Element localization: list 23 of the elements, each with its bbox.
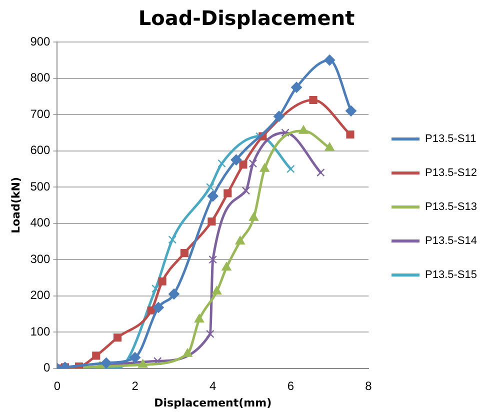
y-tick-label: 900 [30,34,51,48]
y-tick-label: 600 [30,143,51,158]
chart-title: Load-Displacement [138,6,356,30]
legend-label: P13.5-S11 [425,133,476,146]
legend-label: P13.5-S15 [425,269,478,282]
x-tick-label: 0 [54,378,61,393]
x-tick-label: 4 [210,378,217,393]
legend-label: P13.5-S12 [425,167,478,180]
y-axis-title: Load(kN) [9,176,22,234]
x-tick-label: 2 [132,378,139,393]
legend-label: P13.5-S14 [425,235,478,248]
x-axis-title: Displacement(mm) [154,396,272,410]
y-tick-label: 800 [30,70,51,85]
y-tick-label: 100 [30,324,51,338]
y-tick-label: 0 [44,360,51,375]
y-tick-label: 500 [30,179,51,194]
x-tick-label: 8 [365,378,372,393]
x-tick-label: 6 [287,378,294,393]
legend-label: P13.5-S13 [425,201,478,214]
y-tick-label: 400 [30,216,51,230]
y-tick-label: 200 [30,288,51,302]
y-tick-label: 300 [30,252,51,266]
y-tick-label: 700 [30,106,51,121]
